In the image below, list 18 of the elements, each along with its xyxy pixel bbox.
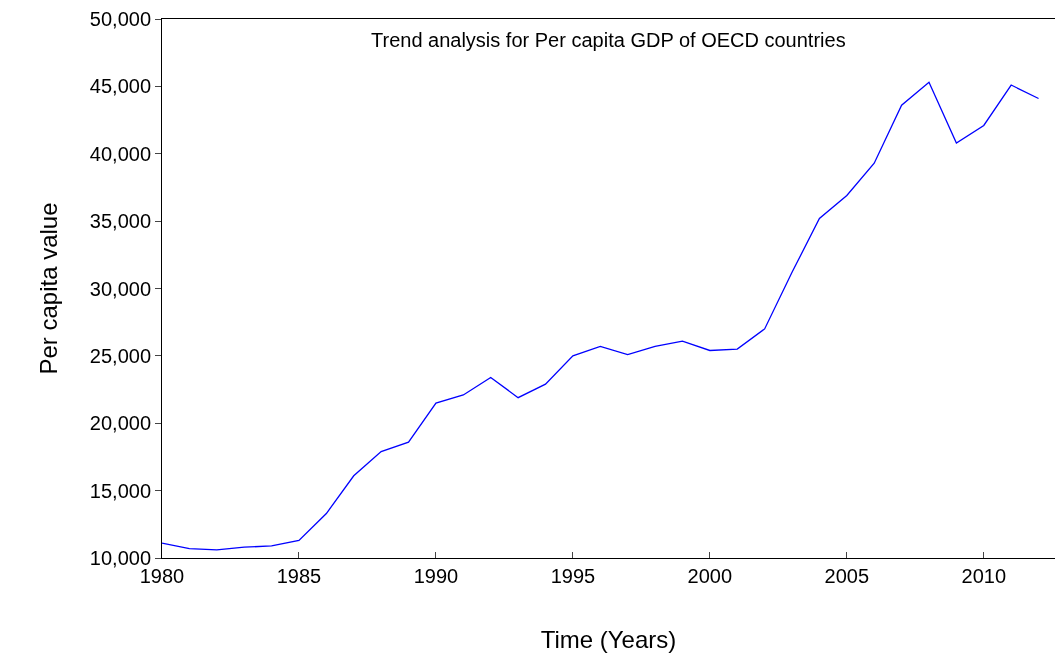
x-tick-label: 1990 [413,565,459,587]
y-tick-label: 45,000 [89,75,151,98]
x-tick-label: 2000 [687,565,733,587]
y-tick-label: 25,000 [89,344,151,367]
y-axis-title: Per capita value [34,202,62,375]
text: Trend analysis for Per capita GDP of OECD countries [371,29,846,51]
x-axis-title: Time (Years) [540,626,677,654]
y-tick-label: 15,000 [89,479,151,502]
x-tick-label: 1995 [550,565,596,587]
x-tick-label: 1985 [276,565,322,587]
line-series [162,81,1040,551]
y-tick-label: 50,000 [89,8,151,30]
y-tick-label: 40,000 [89,142,151,165]
x-tick-label: 2010 [961,565,1007,587]
x-tick-label: 2005 [824,565,870,587]
y-tick-label: 30,000 [89,277,151,300]
y-tick-label: 35,000 [89,210,151,233]
y-tick-label: 20,000 [89,412,151,435]
